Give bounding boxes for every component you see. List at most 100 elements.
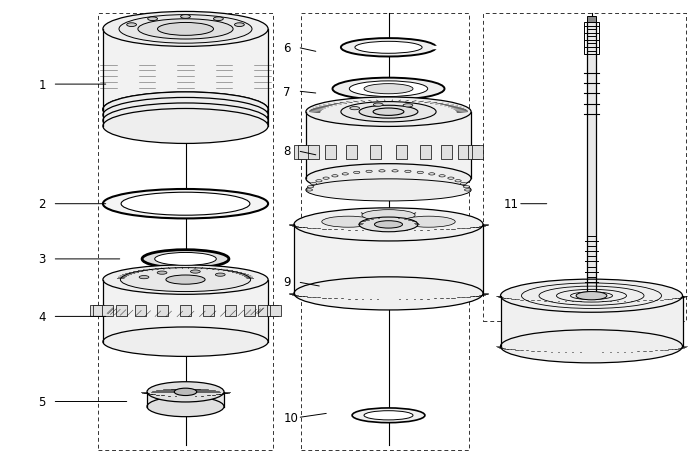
- Ellipse shape: [355, 42, 422, 54]
- Ellipse shape: [127, 24, 136, 28]
- Bar: [298, 146, 309, 160]
- Bar: [420, 146, 431, 160]
- Ellipse shape: [307, 186, 314, 189]
- Bar: [157, 305, 168, 317]
- Polygon shape: [103, 30, 268, 110]
- Ellipse shape: [158, 271, 167, 274]
- Ellipse shape: [405, 171, 411, 173]
- Ellipse shape: [392, 170, 398, 173]
- Ellipse shape: [103, 109, 268, 144]
- Ellipse shape: [350, 107, 360, 111]
- Bar: [267, 305, 279, 317]
- Bar: [587, 23, 596, 291]
- Ellipse shape: [103, 12, 268, 47]
- Ellipse shape: [190, 270, 200, 274]
- Ellipse shape: [364, 411, 413, 420]
- Ellipse shape: [294, 208, 483, 241]
- Bar: [90, 305, 101, 317]
- Ellipse shape: [103, 265, 268, 295]
- Ellipse shape: [403, 105, 413, 108]
- Bar: [587, 17, 596, 23]
- Ellipse shape: [500, 330, 682, 363]
- Ellipse shape: [103, 190, 268, 219]
- Ellipse shape: [155, 253, 216, 266]
- Ellipse shape: [364, 84, 413, 95]
- Ellipse shape: [359, 106, 418, 119]
- Ellipse shape: [306, 164, 471, 194]
- Ellipse shape: [294, 277, 483, 310]
- Text: 7: 7: [284, 85, 291, 98]
- Bar: [134, 305, 146, 317]
- Ellipse shape: [465, 190, 470, 192]
- Ellipse shape: [181, 16, 190, 19]
- Ellipse shape: [214, 18, 223, 22]
- Ellipse shape: [500, 280, 682, 313]
- Ellipse shape: [460, 183, 466, 185]
- Polygon shape: [500, 296, 682, 347]
- Text: 1: 1: [38, 78, 46, 91]
- Text: 2: 2: [38, 198, 46, 211]
- Bar: [180, 305, 191, 317]
- Ellipse shape: [341, 39, 436, 57]
- Polygon shape: [306, 112, 471, 179]
- Polygon shape: [294, 225, 483, 294]
- Ellipse shape: [373, 109, 404, 116]
- Ellipse shape: [138, 20, 233, 40]
- Ellipse shape: [139, 276, 149, 279]
- Ellipse shape: [448, 178, 454, 180]
- Text: 6: 6: [284, 42, 291, 55]
- Bar: [203, 305, 214, 317]
- Ellipse shape: [147, 397, 224, 417]
- Ellipse shape: [148, 18, 158, 22]
- Ellipse shape: [366, 171, 372, 173]
- Ellipse shape: [103, 104, 268, 139]
- Bar: [395, 146, 407, 160]
- Ellipse shape: [455, 180, 461, 183]
- Ellipse shape: [103, 93, 268, 128]
- Text: 5: 5: [38, 395, 46, 408]
- Ellipse shape: [103, 98, 268, 133]
- Ellipse shape: [120, 268, 251, 292]
- Ellipse shape: [306, 179, 471, 202]
- Ellipse shape: [121, 193, 250, 216]
- Text: 8: 8: [284, 145, 291, 158]
- Ellipse shape: [316, 180, 322, 183]
- Ellipse shape: [103, 327, 268, 357]
- Ellipse shape: [417, 172, 424, 174]
- Ellipse shape: [428, 174, 435, 176]
- Ellipse shape: [359, 218, 418, 232]
- Ellipse shape: [332, 175, 338, 178]
- Bar: [346, 146, 357, 160]
- Ellipse shape: [374, 221, 402, 229]
- Bar: [270, 305, 281, 317]
- Ellipse shape: [216, 274, 225, 277]
- Ellipse shape: [158, 23, 214, 36]
- Text: 9: 9: [284, 276, 291, 289]
- Bar: [308, 146, 319, 160]
- Polygon shape: [147, 392, 224, 407]
- Bar: [225, 305, 236, 317]
- Bar: [370, 146, 382, 160]
- Ellipse shape: [463, 186, 470, 189]
- Bar: [441, 146, 452, 160]
- Ellipse shape: [174, 388, 197, 396]
- Ellipse shape: [306, 98, 471, 127]
- Polygon shape: [103, 280, 268, 342]
- Bar: [92, 305, 104, 317]
- Ellipse shape: [311, 183, 317, 185]
- Bar: [294, 146, 305, 160]
- Text: 4: 4: [38, 310, 46, 323]
- Ellipse shape: [342, 174, 349, 176]
- Bar: [472, 146, 483, 160]
- Ellipse shape: [354, 172, 360, 174]
- Ellipse shape: [234, 24, 244, 28]
- Ellipse shape: [119, 16, 252, 44]
- Ellipse shape: [576, 292, 607, 300]
- Text: 3: 3: [38, 253, 46, 266]
- Ellipse shape: [147, 382, 224, 402]
- Bar: [102, 305, 113, 317]
- Ellipse shape: [323, 178, 329, 180]
- Bar: [116, 305, 127, 317]
- Ellipse shape: [332, 78, 444, 101]
- Bar: [325, 146, 336, 160]
